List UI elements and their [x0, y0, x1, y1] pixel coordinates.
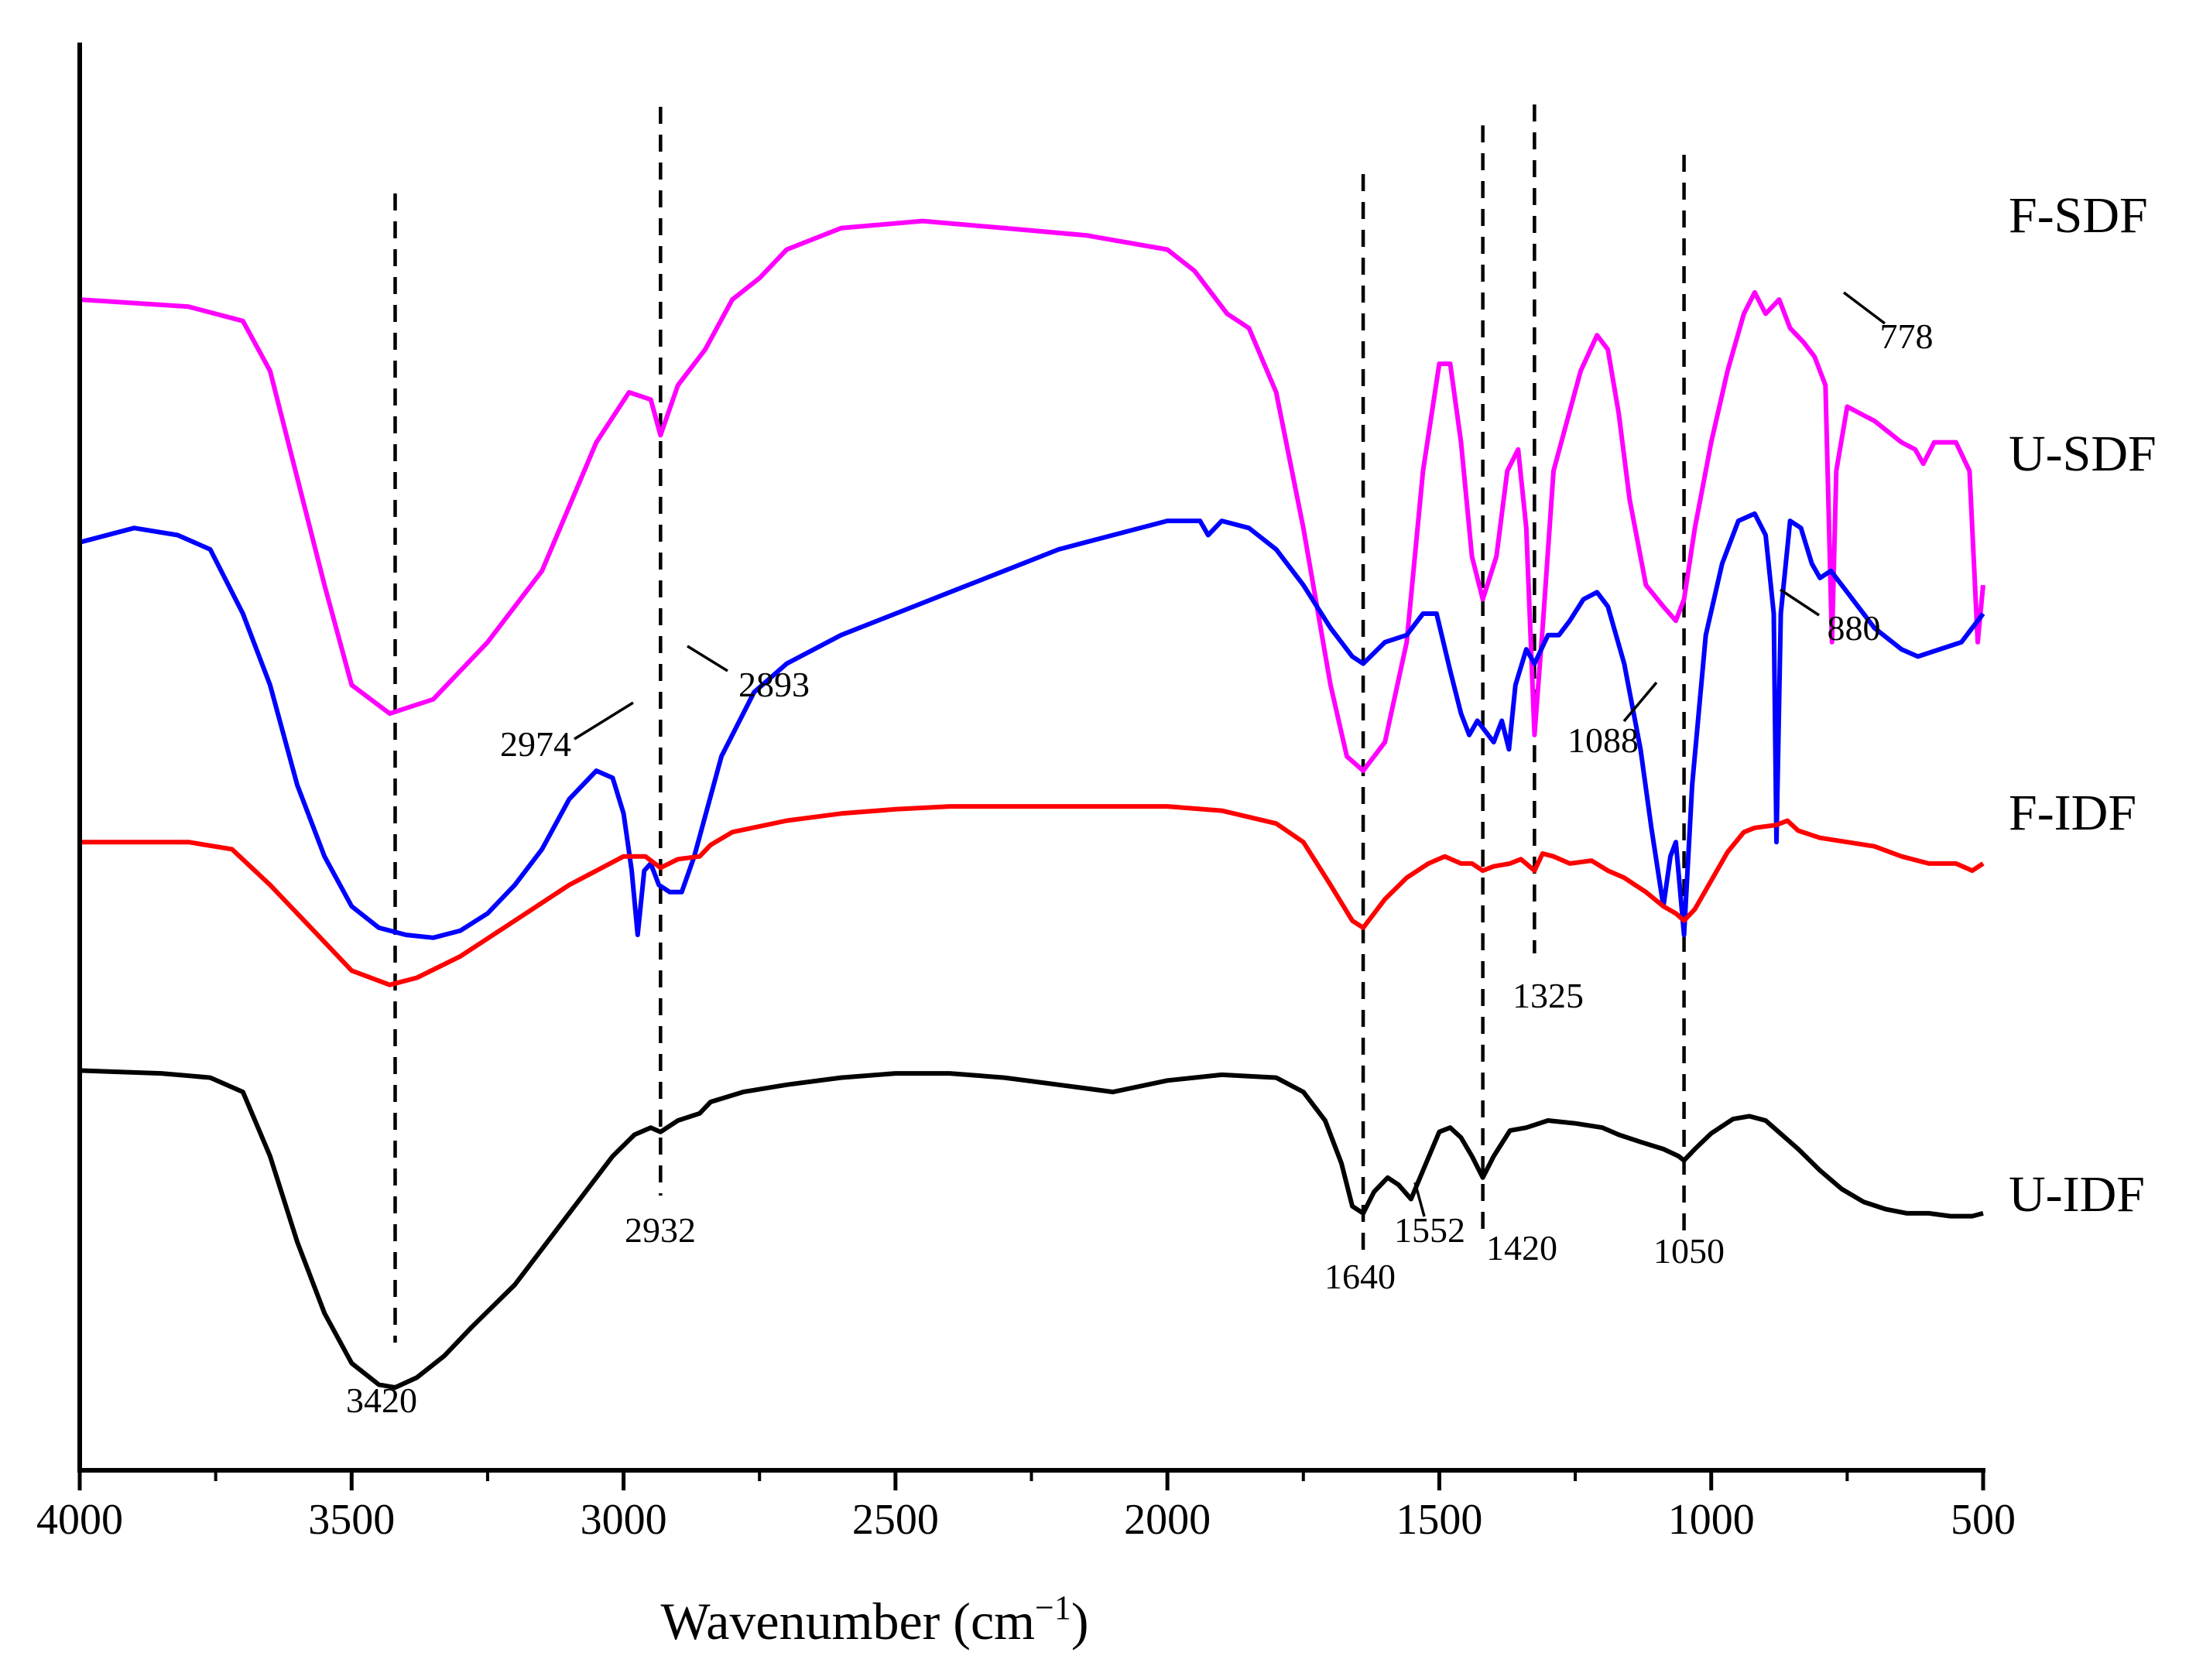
peak-label-3420: 3420 — [346, 1381, 417, 1420]
peak-label-1552: 1552 — [1394, 1210, 1465, 1250]
series-label-f-sdf: F-SDF — [2009, 187, 2148, 244]
x-tick-label: 500 — [1951, 1496, 2016, 1544]
peak-label-1420: 1420 — [1486, 1228, 1557, 1268]
peak-label-2974: 2974 — [500, 724, 571, 764]
leader-line-2893 — [687, 645, 728, 672]
x-tick-label: 4000 — [36, 1496, 123, 1544]
leader-line-1088 — [1622, 681, 1658, 723]
x-tick-label: 2000 — [1124, 1496, 1211, 1544]
spectra — [79, 218, 1985, 1390]
series-u-idf-line — [79, 1068, 1984, 1390]
series-f-idf-line — [80, 804, 1985, 987]
x-tick-label: 2500 — [852, 1496, 939, 1544]
leader-line-880 — [1780, 588, 1820, 617]
x-tick-label: 1500 — [1396, 1496, 1482, 1544]
series-label-f-idf: F-IDF — [2009, 785, 2136, 841]
x-axis-title: Wavenumber (cm−1) — [660, 1589, 1088, 1651]
leader-line-778 — [1842, 291, 1886, 325]
x-tick-label: 1000 — [1668, 1496, 1755, 1544]
series-label-u-idf: U-IDF — [2009, 1166, 2145, 1223]
series-label-u-sdf: U-SDF — [2009, 426, 2157, 482]
peak-label-1640: 1640 — [1324, 1257, 1396, 1296]
labels: 4000 3500 3000 2500 2000 1500 1000 500 F-SDF U-SD… — [36, 187, 2157, 1544]
leader-line-1552 — [1413, 1182, 1426, 1217]
peak-label-1050: 1050 — [1653, 1231, 1725, 1271]
peak-label-2932: 2932 — [625, 1210, 696, 1250]
peak-label-1325: 1325 — [1513, 976, 1584, 1015]
series-u-sdf-line — [79, 511, 1985, 940]
leader-line-2974 — [574, 701, 634, 741]
x-tick-label: 3500 — [308, 1496, 395, 1544]
peak-label-880: 880 — [1828, 608, 1881, 648]
peak-label-1088: 1088 — [1567, 720, 1639, 760]
peak-label-2893: 2893 — [738, 665, 810, 704]
peak-label-778: 778 — [1880, 316, 1934, 356]
axes — [77, 43, 1985, 1490]
series-f-sdf-line — [79, 218, 1985, 773]
x-axis-title-superscript: −1 — [1035, 1589, 1071, 1627]
reference-lines — [393, 104, 1686, 1343]
annotation-leaders — [574, 291, 1886, 1217]
x-tick-label: 3000 — [581, 1496, 667, 1544]
